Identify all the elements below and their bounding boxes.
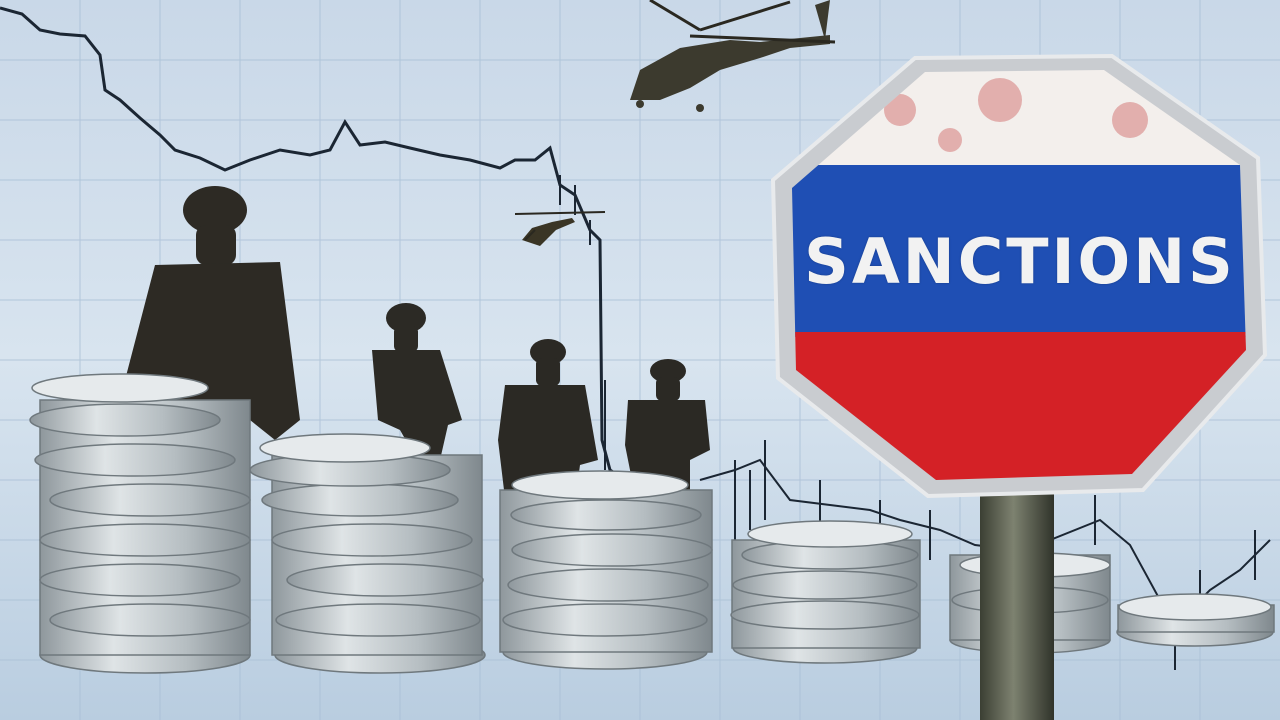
coin-stack-6	[1116, 593, 1275, 647]
stock-chart-line	[0, 6, 626, 482]
coin-stack-1	[29, 373, 251, 674]
coin-stack-4	[730, 520, 921, 664]
coin-stack-3	[499, 470, 713, 670]
helicopter-small	[514, 211, 606, 246]
helicopter-large	[630, 0, 836, 112]
sanctions-stop-sign	[770, 53, 1268, 499]
coin-stack-2	[249, 433, 486, 674]
sign-text: SANCTIONS	[804, 225, 1236, 298]
sign-pole	[980, 480, 1054, 720]
flag-blue-band	[792, 165, 1246, 337]
soldier-silhouette-2	[372, 303, 462, 465]
